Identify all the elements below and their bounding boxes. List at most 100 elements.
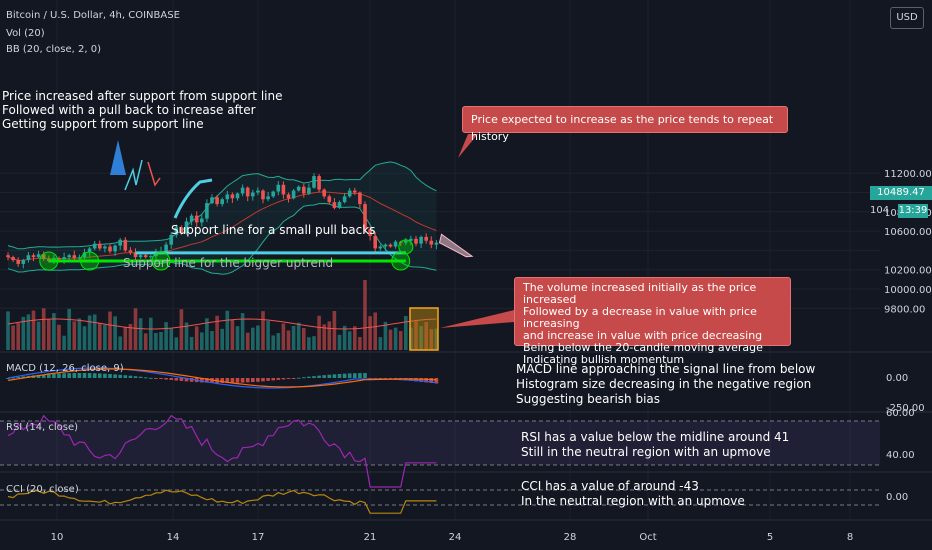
- candle-body: [296, 186, 301, 191]
- candle-body: [312, 176, 316, 188]
- candle-body: [169, 234, 173, 245]
- volume-bar: [92, 314, 97, 350]
- candle-body: [164, 244, 168, 252]
- candle-body: [434, 242, 439, 245]
- candle-body: [174, 227, 179, 235]
- volume-bar: [291, 325, 296, 350]
- candle-body: [194, 215, 199, 223]
- volume-bar: [296, 322, 301, 350]
- volume-bars: [6, 280, 439, 350]
- volume-bar: [302, 328, 306, 350]
- macd-histogram-bar: [41, 374, 46, 378]
- candle-body: [138, 255, 143, 258]
- candle-body: [41, 254, 46, 260]
- volume-bar: [31, 310, 36, 350]
- volume-bar: [16, 323, 20, 350]
- candle-body: [317, 176, 321, 190]
- left-note-line: Getting support from support line: [2, 117, 204, 131]
- macd-histogram-bar: [169, 378, 173, 381]
- candle-body: [210, 197, 214, 204]
- macd-histogram-bar: [342, 373, 347, 378]
- candle-body: [36, 254, 41, 258]
- candle-body: [189, 215, 194, 222]
- candle-body: [240, 187, 245, 194]
- macd-histogram-bar: [424, 378, 428, 383]
- volume-legend: Vol (20): [6, 28, 45, 39]
- macd-histogram-bar: [118, 374, 122, 378]
- macd-histogram-bar: [312, 376, 316, 378]
- macd-histogram-bar: [47, 374, 51, 378]
- volume-callout-line: Indicating bullish momentum: [523, 353, 685, 366]
- macd-histogram-bar: [184, 378, 189, 382]
- candle-body: [123, 239, 128, 251]
- volume-callout-line: and increase in value with price decreas…: [523, 329, 763, 342]
- candle-body: [373, 235, 377, 249]
- rsi-band: [0, 421, 880, 465]
- macd-histogram-bar: [77, 373, 82, 378]
- currency-button[interactable]: USD: [890, 7, 924, 29]
- volume-bar: [225, 310, 230, 350]
- macd-histogram-bar: [200, 378, 204, 383]
- macd-histogram-bar: [353, 373, 357, 378]
- macd-histogram-bar: [62, 373, 66, 378]
- volume-bar: [327, 321, 332, 350]
- macd-histogram-bar: [149, 377, 153, 379]
- candle-body: [409, 238, 413, 241]
- volume-bar: [194, 326, 199, 350]
- volume-bar: [113, 316, 117, 350]
- macd-histogram-bar: [286, 378, 291, 379]
- left-note-line: Price increased after support from suppo…: [2, 89, 283, 103]
- candle-body: [16, 260, 20, 264]
- cci-line: [7, 489, 437, 514]
- macd-legend: MACD (12, 26, close, 9): [6, 363, 124, 374]
- candle-body: [235, 193, 240, 199]
- volume-bar: [164, 322, 168, 350]
- rsi-tick-label: 40.00: [886, 450, 915, 461]
- candle-body: [266, 196, 270, 200]
- volume-bar: [353, 326, 357, 350]
- volume-bar: [128, 323, 133, 350]
- macd-tick-label: -250.00: [886, 403, 925, 414]
- time-tick-label: 5: [767, 532, 773, 543]
- candle-body: [383, 244, 388, 247]
- volume-bar: [358, 337, 362, 350]
- candle-body: [149, 256, 153, 258]
- volume-bar: [266, 320, 270, 350]
- volume-bar: [26, 314, 31, 350]
- macd-histogram-bar: [337, 373, 342, 378]
- macd-histogram-bar: [225, 378, 230, 383]
- candle-body: [87, 248, 92, 253]
- grid: [0, 0, 932, 521]
- macd-histogram-bar: [220, 378, 224, 383]
- cci-pane: [0, 489, 880, 514]
- big-support-label: Support line for the bigger uptrend: [123, 256, 334, 270]
- cci-tick-label: 0.00: [886, 492, 908, 503]
- candle-body: [276, 184, 281, 192]
- time-tick-label: 17: [252, 532, 265, 543]
- macd-tick-label: 0.00: [886, 373, 908, 384]
- volume-bar: [332, 310, 337, 350]
- macd-histogram-bar: [52, 373, 56, 378]
- macd-histogram-bar: [251, 378, 255, 383]
- candle-body: [332, 202, 337, 208]
- macd-histogram-bar: [347, 373, 352, 378]
- candle-body: [414, 238, 418, 244]
- time-tick-label: 14: [167, 532, 180, 543]
- volume-bar: [235, 326, 240, 350]
- macd-histogram-bar: [138, 376, 143, 378]
- support-touch-marker: [398, 239, 414, 255]
- candle-body: [184, 221, 189, 234]
- volume-bar: [281, 323, 286, 350]
- volume-callout-line: Being below the 20-candle moving average: [523, 341, 763, 354]
- macd-histogram-bar: [261, 378, 265, 382]
- current-price-tag: 10489.47: [870, 186, 932, 200]
- bollinger-legend: BB (20, close, 2, 0): [6, 44, 101, 55]
- candle-body: [353, 190, 357, 193]
- candle-body: [322, 189, 326, 197]
- volume-bar: [82, 326, 87, 350]
- price-tick-label: 10000.00: [884, 285, 932, 296]
- price-tick-label: 10600.00: [884, 227, 932, 238]
- time-tick-label: Oct: [639, 532, 656, 543]
- macd-histogram-bar: [317, 375, 321, 378]
